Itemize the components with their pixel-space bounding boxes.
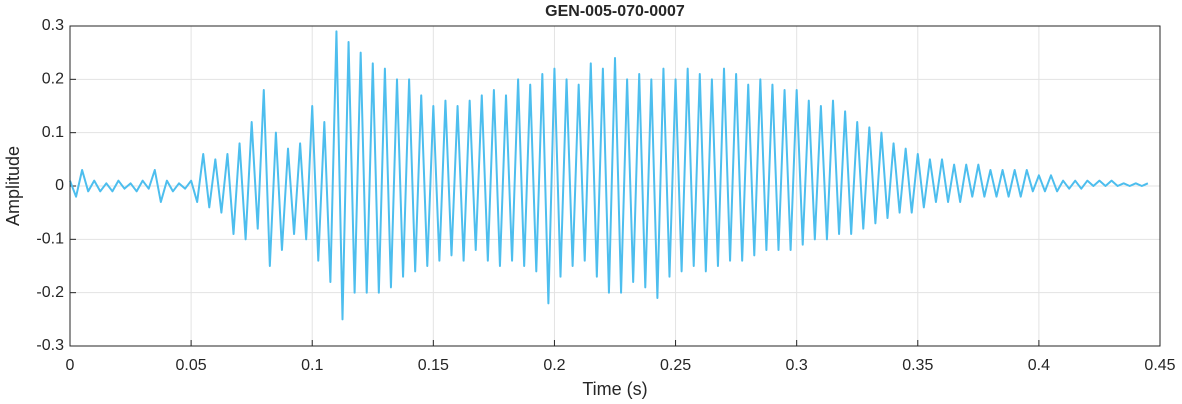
chart-title: GEN-005-070-0007 xyxy=(545,3,685,20)
y-tick-label: -0.1 xyxy=(36,231,64,248)
y-tick-label: -0.2 xyxy=(36,284,64,301)
x-tick-label: 0 xyxy=(66,357,75,374)
x-tick-label: 0.35 xyxy=(902,357,933,374)
y-tick-label: 0.3 xyxy=(42,17,64,34)
x-tick-label: 0.05 xyxy=(176,357,207,374)
y-tick-label: -0.3 xyxy=(36,337,64,354)
x-tick-label: 0.25 xyxy=(660,357,691,374)
y-axis-label: Amplitude xyxy=(3,146,23,226)
x-tick-label: 0.15 xyxy=(418,357,449,374)
y-tick-label: 0 xyxy=(55,177,64,194)
waveform-line xyxy=(69,30,1149,321)
y-tick-label: 0.1 xyxy=(42,124,64,141)
x-tick-label: 0.4 xyxy=(1028,357,1050,374)
x-tick-label: 0.45 xyxy=(1144,357,1175,374)
y-tick-label: 0.2 xyxy=(42,71,64,88)
x-tick-label: 0.1 xyxy=(301,357,323,374)
x-tick-label: 0.3 xyxy=(786,357,808,374)
x-tick-label: 0.2 xyxy=(543,357,565,374)
axes-box xyxy=(69,25,1161,347)
x-axis-label: Time (s) xyxy=(582,379,647,399)
